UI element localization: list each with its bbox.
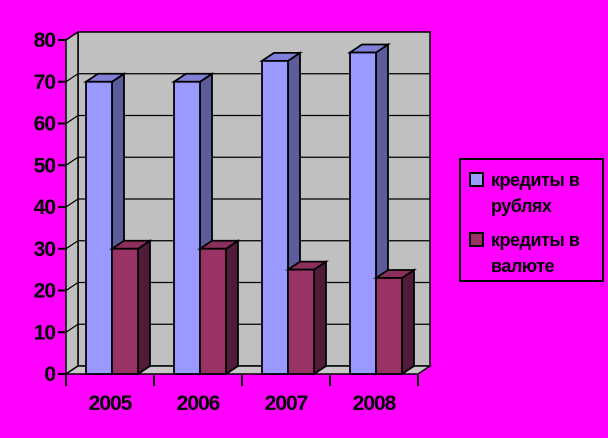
legend: кредиты в рублях кредиты в валюте [459,158,604,282]
bar-2005-series1 [111,247,139,375]
y-tick-label-70: 70 [34,71,56,94]
y-tick-label-20: 20 [34,280,56,303]
bar-2008-series0 [349,51,377,375]
y-tick-label-80: 80 [34,29,56,52]
left-wall-level-60 [65,115,79,124]
left-wall-level-40 [65,198,79,208]
bar-2007-series1-side [313,259,327,376]
bar-2008-series1 [375,277,403,375]
left-wall-level-20 [65,282,79,291]
left-wall-level-70 [65,73,79,83]
legend-swatch-currency-icon [469,232,484,247]
legend-swatch-rubles-icon [469,172,484,187]
y-tick-label-0: 0 [44,363,55,386]
y-tick-label-60: 60 [34,113,56,136]
legend-item-currency: кредиты в валюте [469,227,598,279]
left-wall-level-10 [65,323,79,333]
x-category-label-2006: 2006 [177,392,220,415]
left-wall-level-80 [65,31,79,41]
left-wall-level-50 [65,156,79,166]
legend-label-rubles: кредиты в рублях [491,170,580,216]
bar-2007-series1 [287,268,315,375]
bar-2007-series0 [261,59,289,375]
bar-2006-series0 [173,80,201,375]
y-tick-label-50: 50 [34,154,56,177]
bar-2006-series1-side [225,239,239,376]
legend-label-currency: кредиты в валюте [491,230,580,276]
bar-2006-series1 [199,247,227,375]
y-tick-label-30: 30 [34,238,56,261]
bar-2005-series0 [85,80,113,375]
x-category-label-2005: 2005 [89,392,133,415]
x-category-label-2008: 2008 [353,392,397,415]
y-tick-label-40: 40 [34,196,56,219]
bar-2008-series1-side [401,268,415,376]
left-wall-level-30 [65,240,79,250]
legend-item-rubles: кредиты в рублях [469,167,598,219]
bar-2005-series1-side [137,239,151,376]
y-tick-label-10: 10 [34,321,56,344]
x-category-label-2007: 2007 [265,392,308,415]
